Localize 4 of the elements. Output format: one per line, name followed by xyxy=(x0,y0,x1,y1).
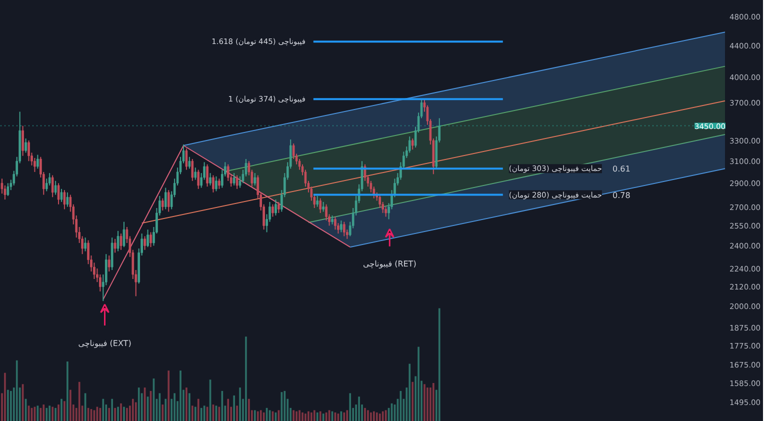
annotation: فیبوناچی (RET) xyxy=(362,260,416,269)
annotation: فیبوناچی (EXT) xyxy=(78,339,132,348)
annotation: 0.78 xyxy=(612,190,630,200)
annotation: 0.61 xyxy=(612,164,630,174)
